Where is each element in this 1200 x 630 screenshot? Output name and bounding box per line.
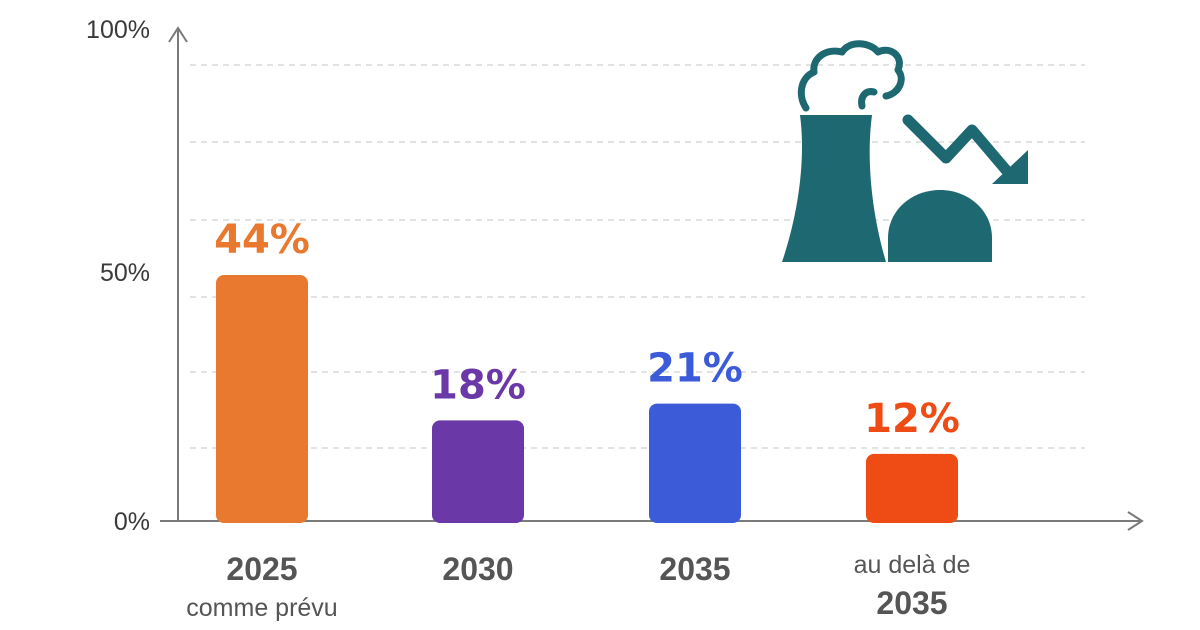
trend-arrowhead — [992, 150, 1028, 184]
y-tick-label: 0% — [114, 508, 150, 536]
bar — [866, 453, 958, 523]
category-label: au delà de — [854, 551, 971, 579]
bars — [216, 275, 958, 523]
x-axis-arrow — [1127, 511, 1144, 531]
y-tick-label: 50% — [100, 259, 150, 287]
category-label: 2030 — [442, 551, 513, 587]
reactor-dome — [888, 190, 992, 262]
cooling-tower — [782, 115, 886, 262]
bar — [649, 403, 741, 523]
category-labels: 2025 comme prévu 2030 2035 au delà de 2035 — [186, 551, 970, 622]
y-tick-labels: 0% 50% 100% — [86, 16, 150, 536]
y-axis-arrow — [168, 26, 188, 43]
factory-decline-icon — [782, 40, 1028, 262]
category-label: 2035 — [659, 551, 730, 587]
smoke-curl — [858, 88, 878, 110]
bar-value-label: 18% — [430, 362, 526, 408]
bar — [432, 420, 524, 523]
y-tick-label: 100% — [86, 16, 150, 44]
axes — [160, 26, 1144, 531]
value-labels: 44% 18% 21% 12% — [214, 217, 960, 442]
trend-line — [902, 114, 1012, 176]
category-label: 2025 — [226, 551, 297, 587]
bar-value-label: 12% — [864, 396, 960, 442]
bar — [216, 275, 308, 523]
category-label: 2035 — [876, 585, 947, 621]
smoke-cloud — [797, 40, 905, 112]
bar-value-label: 44% — [214, 217, 310, 263]
bar-value-label: 21% — [647, 346, 743, 392]
category-label: comme prévu — [186, 594, 337, 622]
